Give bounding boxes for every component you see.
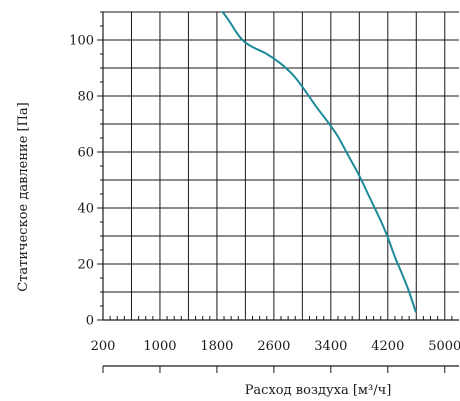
y-tick-label: 0: [86, 314, 94, 329]
x-tick-labels: 200 1000 1800 2600 3400 4200 5000: [91, 339, 460, 354]
x-tick-label: 4200: [371, 339, 404, 354]
x-axis-title: Расход воздуха [м³/ч]: [245, 383, 392, 398]
x-tick-label: 2600: [257, 339, 290, 354]
chart-axes: [102, 12, 459, 367]
y-tick-label: 80: [77, 90, 94, 105]
x-tick-label: 3400: [314, 339, 347, 354]
chart-grid: [103, 11, 459, 320]
x-tick-label: 1800: [200, 339, 233, 354]
y-axis-title: Статическое давление [Па]: [16, 102, 31, 292]
y-tick-labels: 0 20 40 60 80 100: [69, 34, 94, 329]
x-tick-label: 1000: [143, 339, 176, 354]
y-tick-label: 40: [77, 202, 94, 217]
y-tick-label: 20: [77, 258, 94, 273]
chart-ticks: [97, 11, 453, 373]
y-tick-label: 60: [77, 146, 94, 161]
curve-layer: [221, 11, 417, 313]
x-tick-label: 5000: [428, 339, 460, 354]
y-tick-label: 100: [69, 34, 94, 49]
x-tick-label: 200: [91, 339, 116, 354]
pressure-curve: [221, 11, 417, 313]
